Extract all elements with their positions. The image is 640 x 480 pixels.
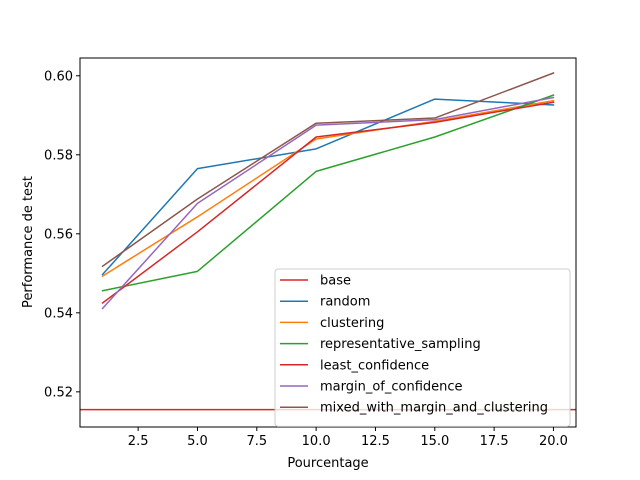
x-tick-label: 20.0 — [539, 434, 568, 449]
y-tick-label: 0.60 — [44, 69, 73, 84]
legend-box — [274, 268, 571, 427]
x-tick-label: 12.5 — [361, 434, 390, 449]
series-line-least-confidence — [101, 101, 555, 304]
x-tick-label: 15.0 — [420, 434, 449, 449]
series-line-clustering — [101, 99, 555, 278]
x-axis-label: Pourcentage — [287, 456, 368, 471]
y-tick-label: 0.58 — [44, 148, 73, 163]
legend-label-mixed-with-margin-and-clustering: mixed_with_margin_and_clustering — [320, 401, 548, 416]
series-line-representative-sampling — [101, 94, 555, 292]
series-line-random — [101, 98, 555, 276]
legend-label-base: base — [320, 274, 351, 289]
x-tick-label: 7.5 — [246, 434, 267, 449]
legend-label-representative-sampling: representative_sampling — [320, 337, 481, 352]
plot-frame — [79, 57, 577, 428]
x-tick-label: 10.0 — [302, 434, 331, 449]
y-axis: 0.52 0.54 0.56 0.58 0.60 — [44, 69, 80, 400]
x-tick-label: 5.0 — [187, 434, 208, 449]
legend-label-margin-of-confidence: margin_of_confidence — [320, 380, 463, 395]
series-line-margin-of-confidence — [101, 96, 555, 310]
y-tick-label: 0.56 — [44, 227, 73, 242]
legend: base random clustering representative_sampl… — [274, 268, 571, 427]
y-tick-label: 0.52 — [44, 385, 73, 400]
y-axis-label: Performance de test — [21, 176, 36, 308]
legend-label-least-confidence: least_confidence — [320, 358, 429, 373]
x-tick-label: 17.5 — [480, 434, 509, 449]
y-tick-label: 0.54 — [44, 306, 73, 321]
x-axis: 2.5 5.0 7.5 10.0 12.5 15.0 17.5 20.0 — [128, 427, 568, 449]
series-line-mixed-with-margin-and-clustering — [101, 72, 555, 268]
x-tick-label: 2.5 — [128, 434, 149, 449]
legend-label-random: random — [320, 295, 370, 310]
legend-label-clustering: clustering — [320, 316, 384, 331]
